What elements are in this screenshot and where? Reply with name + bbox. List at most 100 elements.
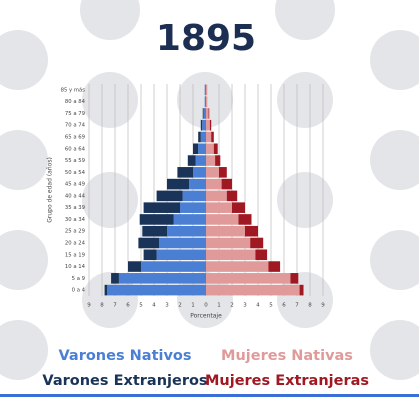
bar — [209, 119, 212, 131]
x-tick-label: 7 — [295, 303, 299, 309]
bar — [255, 249, 268, 261]
bar — [139, 214, 174, 225]
bar — [202, 108, 204, 119]
x-tick-label: 3 — [165, 303, 169, 309]
bar — [299, 284, 304, 296]
bar — [167, 178, 190, 190]
x-tick-label: 6 — [126, 303, 130, 309]
x-tick-label: 1 — [217, 303, 221, 309]
bar — [206, 96, 208, 107]
bar — [177, 167, 193, 178]
bar — [143, 249, 157, 261]
y-tick-label: 70 a 74 — [65, 123, 86, 129]
bar — [156, 249, 206, 261]
x-tick-label: 7 — [113, 303, 117, 309]
bar — [138, 237, 160, 249]
bar — [206, 84, 208, 96]
bar — [198, 143, 206, 155]
y-tick-label: 10 a 14 — [65, 264, 86, 270]
bar — [156, 190, 183, 202]
x-tick-label: 9 — [87, 303, 91, 309]
x-tick-label: 6 — [282, 303, 286, 309]
y-tick-label: 35 a 39 — [65, 205, 85, 211]
x-tick-label: 4 — [256, 303, 260, 309]
bar — [173, 214, 206, 225]
y-tick-label: 45 a 49 — [65, 182, 85, 188]
y-tick-label: 80 a 84 — [65, 99, 86, 105]
bar — [211, 131, 214, 143]
x-axis-label: Porcentaje — [190, 313, 222, 320]
bar — [232, 202, 245, 213]
bar — [204, 96, 206, 107]
video-progress-bar — [0, 394, 419, 397]
bar — [208, 108, 210, 119]
y-tick-label: 75 a 79 — [65, 111, 85, 117]
bar — [204, 84, 206, 96]
legend-entry: Mujeres Extranjeras — [205, 373, 369, 389]
bar — [206, 214, 239, 225]
y-tick-label: 65 a 69 — [65, 135, 85, 141]
bar — [206, 273, 291, 284]
bar — [193, 167, 206, 178]
bar — [206, 143, 214, 155]
y-tick-label: 30 a 34 — [65, 217, 86, 223]
x-tick-label: 1 — [191, 303, 195, 309]
bar — [118, 273, 206, 284]
bar — [203, 108, 206, 119]
y-tick-label: 40 a 44 — [65, 193, 86, 199]
bar — [206, 225, 245, 237]
y-tick-label: 0 a 4 — [72, 288, 86, 294]
bar — [206, 190, 227, 202]
x-tick-label: 2 — [230, 303, 234, 309]
y-tick-label: 85 y más — [61, 86, 86, 93]
legend-entry: Varones Nativos — [58, 348, 191, 364]
bar — [268, 261, 281, 272]
x-tick-label: 8 — [308, 303, 312, 309]
y-tick-label: 25 a 29 — [65, 229, 85, 235]
bar — [213, 143, 218, 155]
chart-title: 1895 — [156, 18, 256, 59]
y-tick-label: 55 a 59 — [65, 158, 85, 164]
bar — [215, 155, 221, 166]
x-tick-label: 3 — [243, 303, 247, 309]
bar — [195, 155, 206, 166]
bar — [111, 273, 119, 284]
y-tick-label: 5 a 9 — [72, 276, 85, 282]
bar — [141, 261, 206, 272]
bar — [142, 225, 167, 237]
x-tick-label: 5 — [269, 303, 273, 309]
bar — [206, 155, 216, 166]
bar — [159, 237, 206, 249]
bar — [128, 261, 141, 272]
bar — [200, 131, 206, 143]
bar — [250, 237, 264, 249]
y-tick-label: 15 a 19 — [65, 252, 85, 258]
bar — [187, 155, 196, 166]
x-tick-label: 8 — [100, 303, 104, 309]
x-tick-label: 0 — [204, 303, 208, 309]
y-axis-label: Grupo de edad (años) — [47, 157, 54, 223]
bar — [198, 131, 201, 143]
bar — [206, 237, 251, 249]
legend-entry: Varones Extranjeros — [42, 373, 207, 389]
x-tick-label: 4 — [152, 303, 156, 309]
bar — [226, 190, 238, 202]
bar — [200, 119, 203, 131]
bar — [238, 214, 252, 225]
bar — [245, 225, 258, 237]
bar — [193, 143, 199, 155]
bar — [206, 167, 219, 178]
x-tick-label: 2 — [178, 303, 182, 309]
bar — [189, 178, 206, 190]
bar — [104, 284, 108, 296]
bar — [219, 167, 227, 178]
bar — [180, 202, 206, 213]
bar — [107, 284, 206, 296]
bar — [202, 119, 206, 131]
bar — [143, 202, 180, 213]
bar — [206, 108, 209, 119]
bar — [290, 273, 299, 284]
bar — [206, 249, 256, 261]
bar — [182, 190, 206, 202]
bar — [206, 119, 210, 131]
